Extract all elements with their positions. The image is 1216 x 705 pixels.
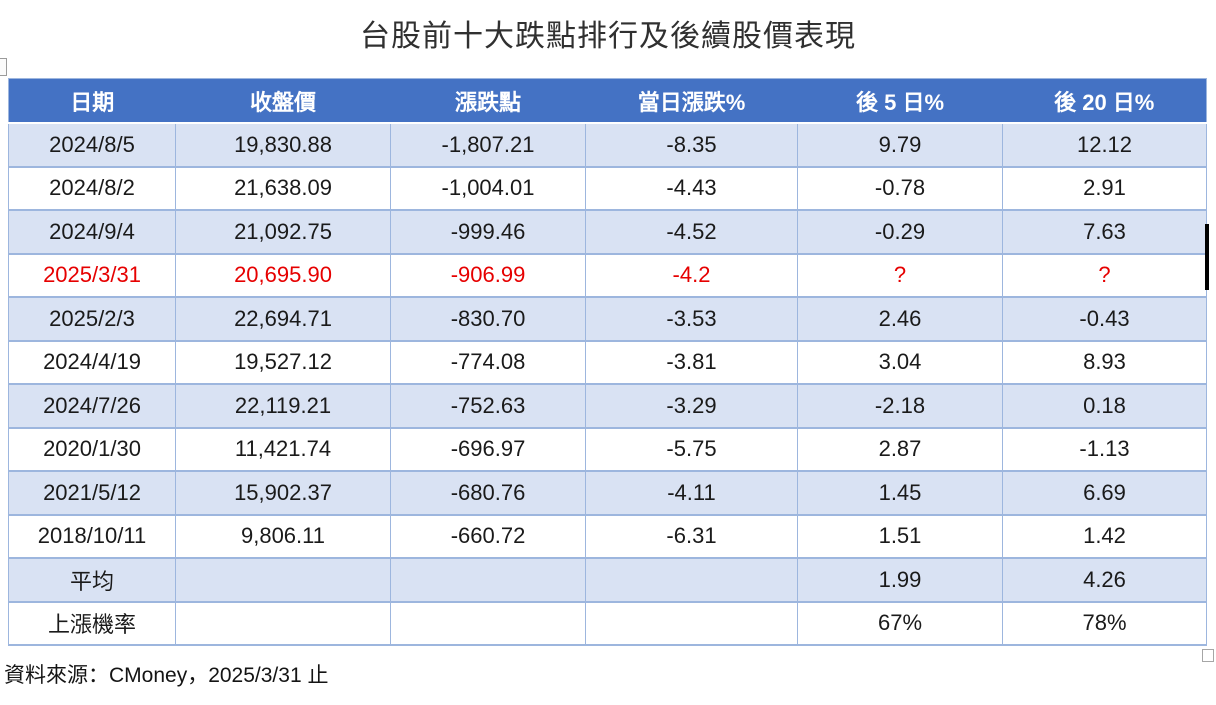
table-cell: 7.63 bbox=[1002, 209, 1207, 255]
table-cell: 2018/10/11 bbox=[8, 514, 176, 559]
table-cell: -1,004.01 bbox=[390, 166, 586, 211]
table-cell: -0.29 bbox=[797, 209, 1003, 255]
table-row: 2024/7/26 22,119.21 -752.63 -3.29 -2.18 0.18 bbox=[8, 383, 1207, 429]
table-cell: -2.18 bbox=[797, 383, 1003, 429]
table-cell bbox=[175, 557, 391, 603]
table-cell: 0.18 bbox=[1002, 383, 1207, 429]
header-cell-date: 日期 bbox=[8, 78, 176, 124]
table-cell: 2024/9/4 bbox=[8, 209, 176, 255]
table-cell: 2025/2/3 bbox=[8, 296, 176, 342]
table-cell: 2.91 bbox=[1002, 166, 1207, 211]
table-cell: -3.81 bbox=[585, 340, 798, 385]
table-cell: 4.26 bbox=[1002, 557, 1207, 603]
table-cell: -6.31 bbox=[585, 514, 798, 559]
table-anchor-handle[interactable] bbox=[0, 58, 7, 76]
table-cell bbox=[585, 557, 798, 603]
table-cell: -5.75 bbox=[585, 427, 798, 472]
table-cell: 2021/5/12 bbox=[8, 470, 176, 516]
table-cell: 11,421.74 bbox=[175, 427, 391, 472]
table-cell: 1.45 bbox=[797, 470, 1003, 516]
table-cell: 平均 bbox=[8, 557, 176, 603]
table-cell: 2.46 bbox=[797, 296, 1003, 342]
table-cell: 3.04 bbox=[797, 340, 1003, 385]
table-cell bbox=[175, 601, 391, 646]
table-cell: -680.76 bbox=[390, 470, 586, 516]
table-cell bbox=[390, 557, 586, 603]
table-cell: 78% bbox=[1002, 601, 1207, 646]
table-cell: 1.42 bbox=[1002, 514, 1207, 559]
table-row: 2024/8/5 19,830.88 -1,807.21 -8.35 9.79 12.12 bbox=[8, 122, 1207, 168]
table-cell: 1.99 bbox=[797, 557, 1003, 603]
table-cell: 2024/7/26 bbox=[8, 383, 176, 429]
header-cell-after20-pct: 後 20 日% bbox=[1002, 78, 1207, 124]
table-cell: 67% bbox=[797, 601, 1003, 646]
table-cell: 1.51 bbox=[797, 514, 1003, 559]
table-cell: -4.43 bbox=[585, 166, 798, 211]
table-cell: 9,806.11 bbox=[175, 514, 391, 559]
table-cell: 22,694.71 bbox=[175, 296, 391, 342]
header-cell-change-pts: 漲跌點 bbox=[390, 78, 586, 124]
table-cell: 15,902.37 bbox=[175, 470, 391, 516]
table-cell: 12.12 bbox=[1002, 122, 1207, 168]
table-cell: -1.13 bbox=[1002, 427, 1207, 472]
table-cell: 9.79 bbox=[797, 122, 1003, 168]
text-cursor-bar bbox=[1205, 224, 1209, 290]
table-cell: -4.11 bbox=[585, 470, 798, 516]
table-cell bbox=[390, 601, 586, 646]
table-cell: -3.29 bbox=[585, 383, 798, 429]
table-resize-handle[interactable] bbox=[1202, 649, 1214, 662]
table-cell: -4.2 bbox=[585, 253, 798, 298]
table-cell: -660.72 bbox=[390, 514, 586, 559]
table-cell: 8.93 bbox=[1002, 340, 1207, 385]
table-cell: 21,092.75 bbox=[175, 209, 391, 255]
table-cell: -3.53 bbox=[585, 296, 798, 342]
table-cell: 6.69 bbox=[1002, 470, 1207, 516]
drop-ranking-table: 日期 收盤價 漲跌點 當日漲跌% 後 5 日% 後 20 日% 2024/8/5… bbox=[8, 78, 1207, 646]
table-cell: 2020/1/30 bbox=[8, 427, 176, 472]
table-cell: -0.43 bbox=[1002, 296, 1207, 342]
table-cell: 2025/3/31 bbox=[8, 253, 176, 298]
table-cell: 2024/8/2 bbox=[8, 166, 176, 211]
table-cell: 2024/8/5 bbox=[8, 122, 176, 168]
table-cell: 2024/4/19 bbox=[8, 340, 176, 385]
table-cell: 20,695.90 bbox=[175, 253, 391, 298]
table-row: 2025/2/3 22,694.71 -830.70 -3.53 2.46 -0.43 bbox=[8, 296, 1207, 342]
table-cell: 19,527.12 bbox=[175, 340, 391, 385]
page-title: 台股前十大跌點排行及後續股價表現 bbox=[360, 20, 856, 53]
table-row: 2018/10/11 9,806.11 -660.72 -6.31 1.51 1.42 bbox=[8, 514, 1207, 559]
header-cell-day-pct: 當日漲跌% bbox=[585, 78, 798, 124]
table-row: 2025/3/31 20,695.90 -906.99 -4.2?? bbox=[8, 253, 1207, 298]
header-cell-after5-pct: 後 5 日% bbox=[797, 78, 1003, 124]
table-cell: 21,638.09 bbox=[175, 166, 391, 211]
table-cell: ? bbox=[1002, 253, 1207, 298]
table-cell: 2.87 bbox=[797, 427, 1003, 472]
table-cell: -830.70 bbox=[390, 296, 586, 342]
table-cell: 19,830.88 bbox=[175, 122, 391, 168]
table-body: 2024/8/5 19,830.88 -1,807.21 -8.35 9.79 12.12… bbox=[8, 122, 1207, 646]
table-row: 2024/4/19 19,527.12 -774.08 -3.81 3.04 8.93 bbox=[8, 340, 1207, 385]
source-note: 資料來源：CMoney，2025/3/31 止 bbox=[4, 664, 329, 687]
table-cell: -8.35 bbox=[585, 122, 798, 168]
table-row: 平均 1.99 4.26 bbox=[8, 557, 1207, 603]
table-row: 2024/8/2 21,638.09 -1,004.01 -4.43 -0.78 2.91 bbox=[8, 166, 1207, 211]
table-cell: -1,807.21 bbox=[390, 122, 586, 168]
table-row: 2020/1/30 11,421.74 -696.97 -5.75 2.87 -1.13 bbox=[8, 427, 1207, 472]
table-cell: -752.63 bbox=[390, 383, 586, 429]
table-cell: -999.46 bbox=[390, 209, 586, 255]
table-cell: 22,119.21 bbox=[175, 383, 391, 429]
table-cell: 上漲機率 bbox=[8, 601, 176, 646]
table-row: 2021/5/12 15,902.37 -680.76 -4.11 1.45 6.69 bbox=[8, 470, 1207, 516]
table-cell: -4.52 bbox=[585, 209, 798, 255]
table-cell bbox=[585, 601, 798, 646]
table-cell: -696.97 bbox=[390, 427, 586, 472]
table-row: 2024/9/4 21,092.75 -999.46 -4.52 -0.29 7.63 bbox=[8, 209, 1207, 255]
table-cell: -774.08 bbox=[390, 340, 586, 385]
table-header-row: 日期 收盤價 漲跌點 當日漲跌% 後 5 日% 後 20 日% bbox=[8, 78, 1207, 124]
table-cell: -0.78 bbox=[797, 166, 1003, 211]
table-cell: ? bbox=[797, 253, 1003, 298]
header-cell-close: 收盤價 bbox=[175, 78, 391, 124]
table-row: 上漲機率 67% 78% bbox=[8, 601, 1207, 646]
table-cell: -906.99 bbox=[390, 253, 586, 298]
